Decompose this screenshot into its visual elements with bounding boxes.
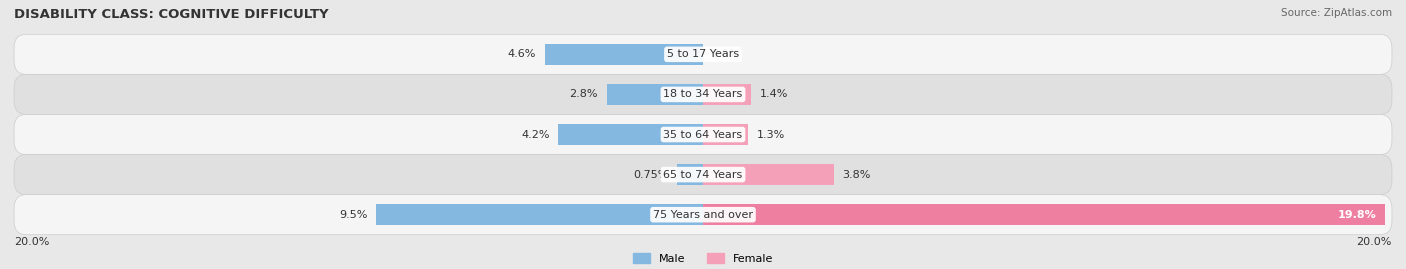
Text: 4.6%: 4.6% [508,49,536,59]
Bar [678,164,703,185]
Bar [375,204,703,225]
Text: 3.8%: 3.8% [842,169,870,180]
Text: 1.3%: 1.3% [756,129,785,140]
Text: 4.2%: 4.2% [522,129,550,140]
Text: 0.75%: 0.75% [633,169,669,180]
Bar [703,164,834,185]
Text: 9.5%: 9.5% [339,210,367,220]
FancyBboxPatch shape [14,34,1392,74]
Bar [544,44,703,65]
Text: 35 to 64 Years: 35 to 64 Years [664,129,742,140]
FancyBboxPatch shape [14,74,1392,114]
FancyBboxPatch shape [14,195,1392,235]
FancyBboxPatch shape [14,114,1392,155]
Text: 19.8%: 19.8% [1337,210,1376,220]
Text: 65 to 74 Years: 65 to 74 Years [664,169,742,180]
Bar [606,84,703,105]
Text: 75 Years and over: 75 Years and over [652,210,754,220]
Bar [703,84,751,105]
Text: 2.8%: 2.8% [569,89,598,100]
Bar [703,124,748,145]
FancyBboxPatch shape [14,155,1392,195]
Text: 5 to 17 Years: 5 to 17 Years [666,49,740,59]
Text: DISABILITY CLASS: COGNITIVE DIFFICULTY: DISABILITY CLASS: COGNITIVE DIFFICULTY [14,8,329,21]
Text: Source: ZipAtlas.com: Source: ZipAtlas.com [1281,8,1392,18]
Text: 0.0%: 0.0% [711,49,740,59]
Bar [703,204,1385,225]
Legend: Male, Female: Male, Female [628,248,778,268]
Text: 20.0%: 20.0% [1357,237,1392,247]
Bar [558,124,703,145]
Text: 18 to 34 Years: 18 to 34 Years [664,89,742,100]
Text: 1.4%: 1.4% [759,89,789,100]
Text: 20.0%: 20.0% [14,237,49,247]
